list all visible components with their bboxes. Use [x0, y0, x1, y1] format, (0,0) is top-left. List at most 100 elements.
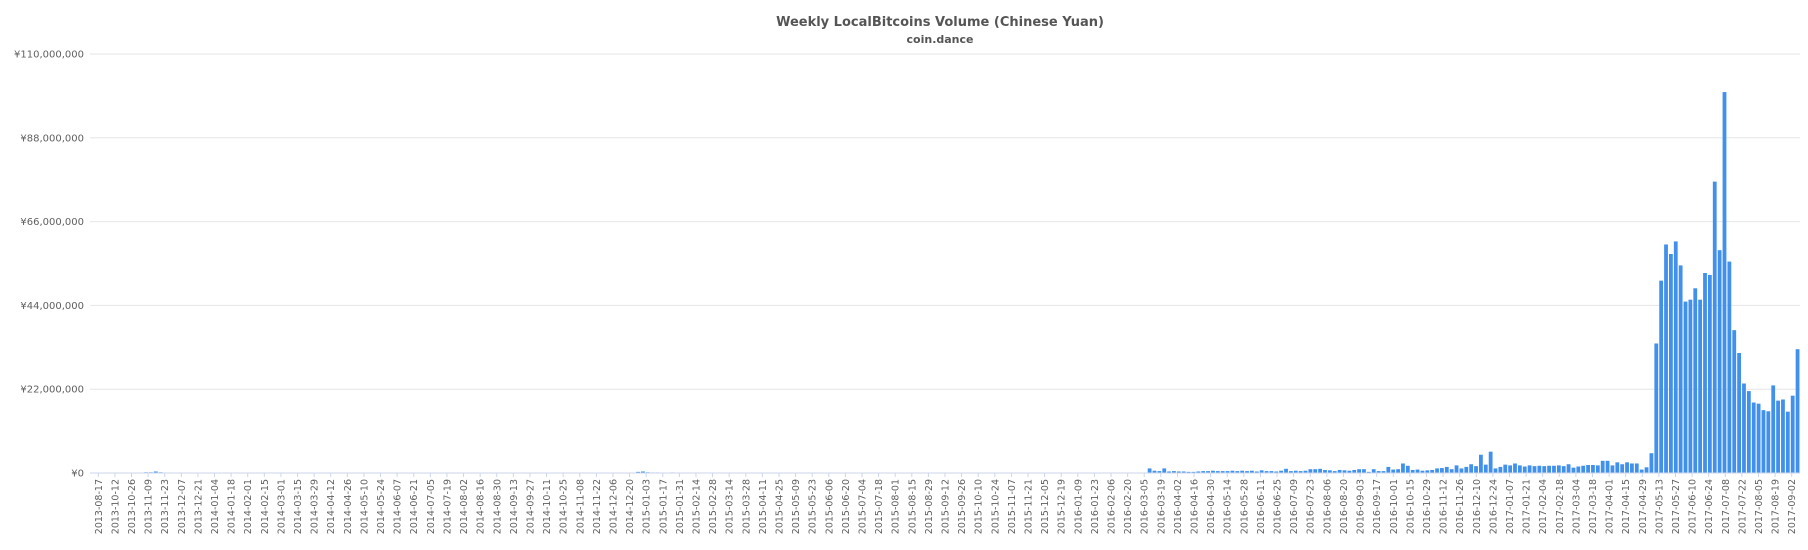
bar [1405, 465, 1410, 473]
x-tick-label: 2017-02-04 [1538, 479, 1549, 534]
bar [1483, 464, 1488, 473]
x-tick-label: 2013-11-09 [144, 479, 155, 534]
bar [1703, 273, 1707, 473]
bar [1610, 465, 1615, 473]
bar [1751, 402, 1756, 473]
bar [1215, 471, 1220, 473]
x-tick-label: 2015-01-03 [642, 479, 653, 534]
x-tick-label: 2017-03-04 [1571, 479, 1582, 534]
x-tick-label: 2017-02-18 [1555, 479, 1566, 534]
x-axis: 2013-08-17 2013-10-12 2013-10-26 2013-11-09… [94, 473, 1798, 534]
bar [1254, 471, 1259, 473]
x-tick-label: 2016-12-10 [1472, 479, 1483, 534]
x-tick-label: 2015-04-25 [774, 479, 785, 534]
bar [1396, 469, 1400, 473]
bar [1712, 181, 1717, 473]
x-tick-label: 2016-05-14 [1223, 479, 1234, 534]
bar [1664, 244, 1668, 473]
bar [1771, 385, 1776, 473]
x-tick-label: 2014-02-01 [243, 479, 254, 534]
bar [1639, 469, 1644, 473]
x-tick-label: 2017-04-29 [1638, 479, 1649, 534]
y-tick-label: ¥110,000,000 [14, 50, 84, 61]
x-tick-label: 2016-04-02 [1173, 479, 1184, 534]
bar [1634, 463, 1639, 473]
bar [1259, 470, 1264, 473]
bar [1581, 465, 1586, 473]
bar [1362, 469, 1366, 473]
bar [1527, 465, 1532, 473]
bar [1474, 466, 1478, 473]
x-tick-label: 2015-07-04 [857, 479, 868, 534]
bar [1532, 466, 1537, 473]
bar [1401, 463, 1405, 473]
bar [1289, 471, 1293, 473]
x-tick-label: 2015-11-21 [1024, 479, 1035, 534]
x-tick-label: 2016-07-23 [1306, 479, 1317, 534]
bar [1576, 466, 1581, 473]
bar [1707, 274, 1712, 473]
bar [1371, 469, 1376, 473]
x-tick-label: 2015-10-10 [974, 479, 985, 534]
bar [1625, 462, 1629, 473]
bar [1376, 471, 1381, 473]
bar [1737, 353, 1741, 473]
bar [1430, 469, 1435, 473]
x-tick-label: 2016-08-06 [1322, 479, 1333, 534]
bar [1147, 468, 1152, 473]
bar [1464, 466, 1469, 473]
x-tick-label: 2016-07-09 [1289, 479, 1300, 534]
bar [1673, 241, 1678, 473]
x-tick-label: 2013-11-23 [160, 479, 171, 534]
x-tick-label: 2016-10-15 [1405, 479, 1416, 534]
x-tick-label: 2015-12-05 [1040, 479, 1051, 534]
bar [1717, 250, 1722, 473]
x-tick-label: 2014-08-02 [459, 479, 470, 534]
bar [1488, 451, 1493, 473]
x-tick-label: 2016-01-23 [1090, 479, 1101, 534]
x-tick-label: 2014-08-16 [476, 479, 487, 534]
bar [1586, 465, 1590, 473]
bar [1542, 466, 1547, 473]
x-tick-label: 2015-05-09 [791, 479, 802, 534]
x-tick-label: 2017-07-08 [1721, 479, 1732, 534]
bar [1172, 471, 1176, 473]
bar [1196, 471, 1201, 473]
x-tick-label: 2014-03-01 [276, 479, 287, 534]
bar [1659, 280, 1664, 473]
bar [1201, 471, 1206, 473]
x-tick-label: 2016-04-30 [1206, 479, 1217, 534]
y-tick-label: ¥88,000,000 [20, 133, 84, 144]
x-tick-label: 2013-12-21 [193, 479, 204, 534]
x-tick-label: 2016-08-20 [1339, 479, 1350, 534]
bar [1454, 465, 1459, 473]
bar [1347, 470, 1352, 473]
x-tick-label: 2014-11-22 [592, 479, 603, 534]
x-tick-label: 2016-06-25 [1273, 479, 1284, 534]
x-tick-label: 2016-03-19 [1156, 479, 1167, 534]
x-tick-label: 2015-10-24 [990, 479, 1001, 534]
y-tick-label: ¥66,000,000 [20, 217, 84, 228]
x-tick-label: 2014-04-26 [343, 479, 354, 534]
x-tick-label: 2017-01-07 [1505, 479, 1516, 534]
y-tick-label: ¥0 [71, 469, 84, 480]
bar [1600, 460, 1605, 473]
x-tick-label: 2015-01-17 [658, 479, 669, 534]
x-tick-label: 2016-09-03 [1356, 479, 1367, 534]
x-tick-label: 2014-12-20 [625, 479, 636, 534]
bar [1386, 466, 1391, 473]
x-tick-label: 2015-08-15 [907, 479, 918, 534]
bar [1235, 471, 1240, 473]
bar [1595, 465, 1600, 473]
bar [1630, 463, 1634, 473]
x-tick-label: 2016-02-20 [1123, 479, 1134, 534]
x-tick-label: 2017-04-15 [1621, 479, 1632, 534]
y-axis: ¥0 ¥22,000,000 ¥44,000,000 ¥66,000,000 ¥88,0… [14, 50, 84, 480]
bar [1591, 465, 1595, 473]
x-tick-label: 2015-02-14 [691, 479, 702, 534]
x-tick-label: 2015-08-01 [891, 479, 902, 534]
bar [1152, 470, 1157, 473]
bar [1279, 470, 1284, 473]
bar [1264, 471, 1269, 473]
bar [1790, 395, 1795, 473]
